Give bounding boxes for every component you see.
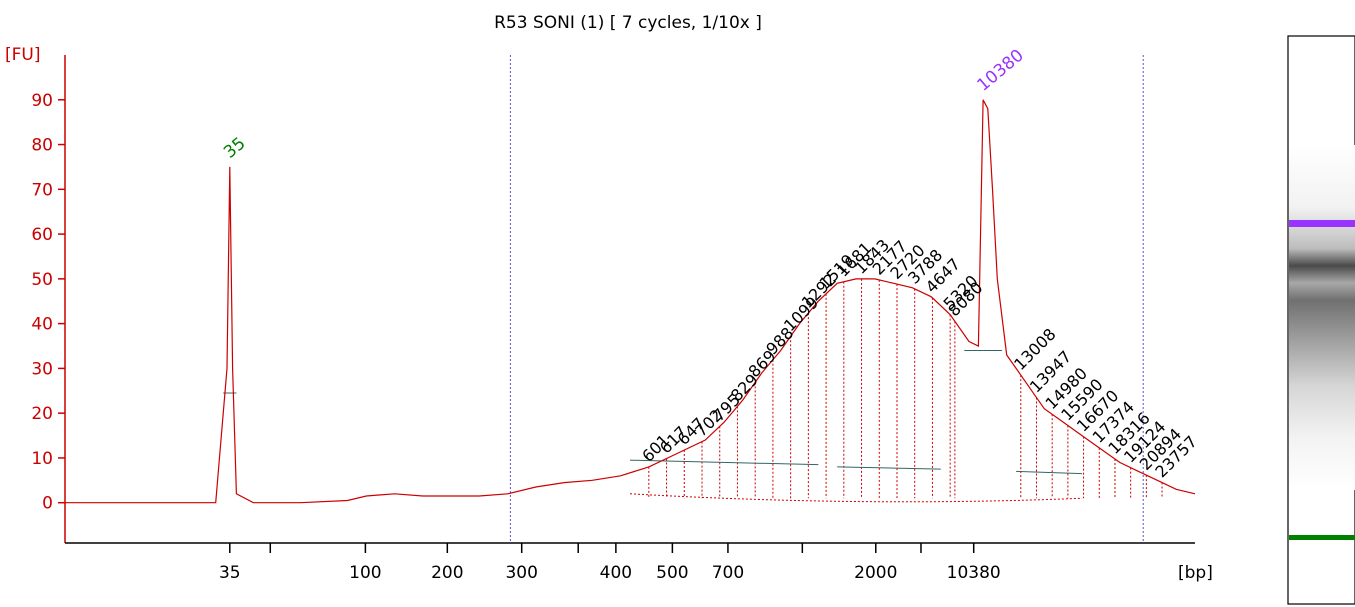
gel-lower-marker-band <box>1289 535 1355 540</box>
x-tick-label-0: 35 <box>219 563 241 583</box>
x-tick-label-4: 400 <box>600 563 632 583</box>
fragment-markers <box>223 278 1163 503</box>
y-tick-label-5: 50 <box>31 270 53 290</box>
axes: 0 10 20 30 40 50 60 70 80 90 35 100 200 300 400 500 700 2… <box>31 55 1195 583</box>
y-tick-label-8: 80 <box>31 136 53 156</box>
y-tick-label-2: 20 <box>31 404 53 424</box>
y-axis-unit-label: [FU] <box>5 45 41 65</box>
chart-title: R53 SONI (1) [ 7 cycles, 1/10x ] <box>494 13 762 33</box>
x-tick-label-2: 200 <box>431 563 463 583</box>
x-tick-label-7: 2000 <box>854 563 897 583</box>
peak-label-1: 10380 <box>973 46 1027 96</box>
region-level-4 <box>1016 470 1083 475</box>
y-tick-label-9: 90 <box>31 91 53 111</box>
gel-smear <box>1289 145 1355 490</box>
x-tick-label-3: 300 <box>505 563 537 583</box>
x-tick-label-1: 100 <box>349 563 381 583</box>
y-tick-label-0: 0 <box>42 494 53 514</box>
x-tick-label-6: 700 <box>712 563 744 583</box>
peak-label-0: 35 <box>220 134 249 163</box>
y-tick-label-3: 30 <box>31 359 53 379</box>
x-tick-label-5: 500 <box>656 563 688 583</box>
region-level-2 <box>837 466 941 470</box>
fu-trace <box>65 99 1196 504</box>
baseline-fit <box>629 493 1083 503</box>
gel-upper-marker-band <box>1289 220 1355 227</box>
y-tick-label-1: 10 <box>31 449 53 469</box>
y-tick-label-6: 60 <box>31 225 53 245</box>
y-tick-label-7: 70 <box>31 180 53 200</box>
gel-lane <box>1287 35 1355 605</box>
trace <box>65 99 1196 504</box>
marker-lines <box>509 55 1144 543</box>
y-tick-label-4: 40 <box>31 315 53 335</box>
x-axis-unit-label: [bp] <box>1178 563 1213 583</box>
x-tick-label-8: 10380 <box>947 563 1001 583</box>
